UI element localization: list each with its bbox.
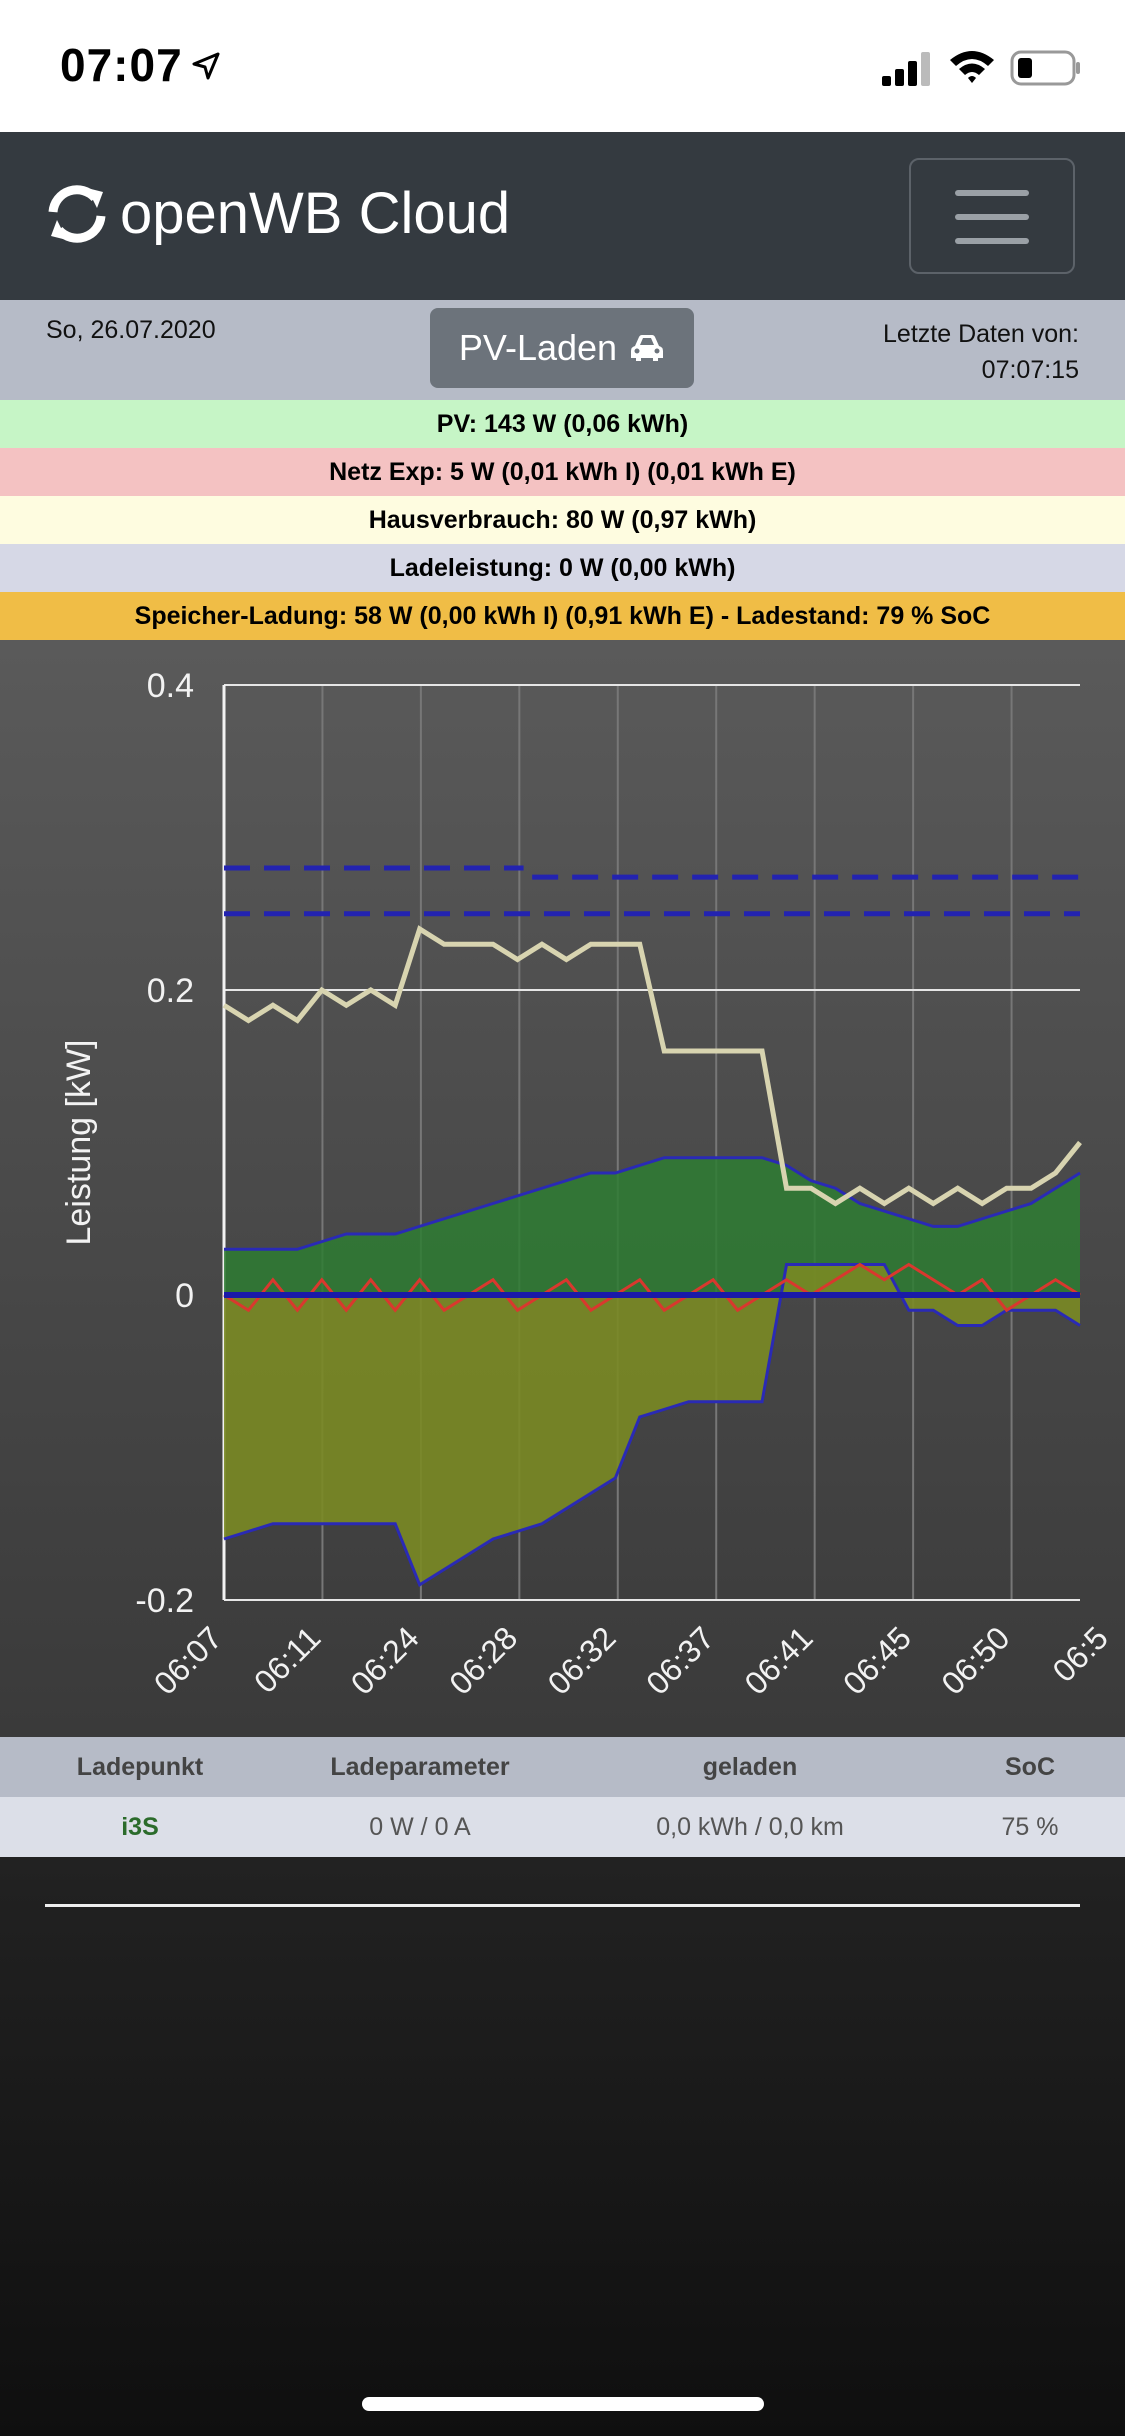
- charge-mode-label: PV-Laden: [458, 327, 618, 368]
- brand-title[interactable]: openWB Cloud: [120, 181, 511, 246]
- row-name[interactable]: i3S: [121, 1812, 159, 1841]
- x-tick-label: 06:24: [344, 1619, 426, 1701]
- house-bar: Hausverbrauch: 80 W (0,97 kWh): [0, 496, 1125, 544]
- pv-bar: PV: 143 W (0,06 kWh): [0, 400, 1125, 448]
- x-tick-label: 06:45: [836, 1619, 918, 1701]
- x-tick-label: 06:41: [738, 1619, 820, 1701]
- pv-area: [224, 1157, 1080, 1295]
- row-charged: 0,0 kWh / 0,0 km: [656, 1812, 844, 1841]
- y-tick-label: 0: [175, 1277, 194, 1315]
- x-tick-label: 06:5: [1045, 1619, 1114, 1688]
- storage-line: [223, 1263, 1081, 1587]
- last-data: Letzte Daten von: 07:07:15: [883, 316, 1079, 388]
- x-tick-label: 06:07: [147, 1619, 229, 1701]
- charge-mode-button[interactable]: PV-Laden: [430, 308, 694, 388]
- divider: [45, 1904, 1080, 1907]
- wifi-icon: [950, 51, 994, 83]
- y-tick-label: 0.2: [147, 972, 194, 1010]
- y-tick-label: -0.2: [135, 1582, 194, 1620]
- x-tick-label: 06:28: [442, 1619, 524, 1701]
- chart-svg: 0.4 0.2 0 -0.206:07 06:11 06:24 06:28 06:32 06:3…: [60, 667, 1115, 1702]
- charge-bar: Ladeleistung: 0 W (0,00 kWh): [0, 544, 1125, 592]
- signal-icon: [882, 52, 930, 86]
- date-label: So, 26.07.2020: [46, 316, 216, 344]
- pv-line: [224, 1156, 1081, 1251]
- car-icon: [631, 335, 664, 361]
- house-line: [222, 925, 1082, 1207]
- location-arrow-icon: [192, 52, 220, 80]
- home-indicator[interactable]: [362, 2397, 764, 2411]
- grid-bar: Netz Exp: 5 W (0,01 kWh I) (0,01 kWh E): [0, 448, 1125, 496]
- row-soc: 75 %: [1001, 1812, 1059, 1841]
- x-tick-label: 06:11: [247, 1619, 327, 1699]
- x-tick-label: 06:50: [934, 1619, 1016, 1701]
- x-tick-label: 06:37: [639, 1619, 721, 1701]
- battery-icon: [1010, 50, 1080, 86]
- last-data-label: Letzte Daten von:: [883, 320, 1079, 348]
- y-axis-label: Leistung [kW]: [60, 1040, 98, 1246]
- sync-icon[interactable]: [45, 182, 109, 246]
- storage-area: [224, 1264, 1080, 1585]
- header-ladepunkt: Ladepunkt: [76, 1752, 204, 1781]
- header-ladeparameter: Ladeparameter: [330, 1752, 510, 1781]
- table-header: Ladepunkt Ladeparameter geladen SoC: [0, 1737, 1125, 1797]
- x-tick-label: 06:32: [541, 1619, 623, 1701]
- menu-toggle-button[interactable]: [909, 158, 1075, 274]
- storage-bar: Speicher-Ladung: 58 W (0,00 kWh I) (0,91…: [0, 592, 1125, 640]
- status-bar: 07:07: [0, 0, 1125, 132]
- power-chart[interactable]: 0.4 0.2 0 -0.2 06:07 06:11 06:24 06:28 06:32 06:3…: [0, 640, 1125, 1737]
- page-background: [0, 1857, 1125, 2436]
- header-geladen: geladen: [702, 1752, 798, 1781]
- header-soc: SoC: [1005, 1752, 1055, 1781]
- status-time: 07:07: [60, 39, 183, 91]
- info-header: So, 26.07.2020 PV-Laden Letzte Daten von…: [0, 300, 1125, 400]
- table-row[interactable]: i3S 0 W / 0 A 0,0 kWh / 0,0 km 75 %: [0, 1797, 1125, 1857]
- last-data-time: 07:07:15: [981, 356, 1079, 384]
- y-tick-label: 0.4: [147, 667, 194, 705]
- navbar: openWB Cloud: [0, 132, 1125, 300]
- row-params: 0 W / 0 A: [369, 1812, 471, 1841]
